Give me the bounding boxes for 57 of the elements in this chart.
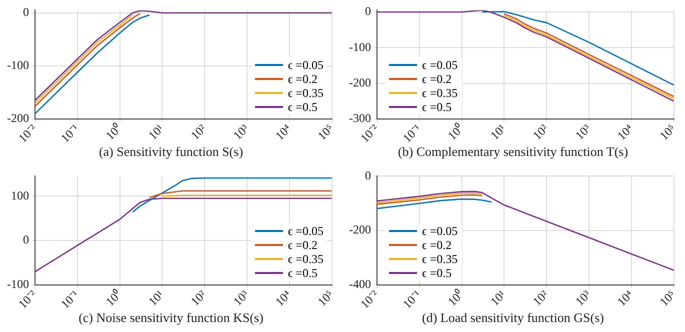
legend-label: ϵ =0.35 [422, 86, 458, 100]
y-tick-label: -200 [348, 75, 371, 90]
y-tick-label: 0 [364, 4, 371, 18]
text: (a) Sensitivity function S(s) [98, 144, 244, 160]
legend-label: ϵ =0.5 [422, 100, 452, 114]
x-tick-label: 10³ [230, 121, 252, 142]
y-tick-label: 0 [22, 232, 29, 247]
x-tick-label: 10¹ [488, 121, 509, 142]
x-tick-label: 10⁰ [444, 288, 466, 309]
x-tick-label: 10⁻¹ [58, 121, 82, 146]
legend-label: ϵ =0.05 [422, 224, 458, 238]
x-tick-label: 10³ [230, 287, 252, 308]
legend-label: ϵ =0.2 [288, 238, 318, 252]
y-tick-label: 0 [22, 5, 29, 20]
legend-label: ϵ =0.05 [288, 58, 324, 72]
legend-label: ϵ =0.2 [422, 238, 452, 252]
x-tick-label: 10⁰ [102, 288, 124, 309]
x-tick-label: 10⁴ [614, 122, 636, 143]
x-tick-label: 10⁰ [444, 122, 466, 143]
x-tick-label: 10⁻¹ [58, 287, 82, 312]
x-tick-label: 10² [188, 121, 210, 142]
x-tick-label: 10¹ [146, 121, 167, 142]
y-tick-label: 100 [10, 188, 29, 202]
legend-label: ϵ =0.35 [288, 86, 324, 100]
y-tick-label: 0 [364, 168, 371, 182]
text: (d) Load sensitivity function GS(s) [421, 310, 605, 326]
x-tick-label: 10¹ [146, 287, 167, 308]
y-tick-label: -100 [6, 58, 29, 72]
x-tick-label: 10⁻¹ [400, 287, 424, 312]
x-tick-label: 10¹ [488, 287, 509, 308]
legend-label: ϵ =0.35 [288, 252, 324, 266]
text: (b) Complementary sensitivity function T(s) [396, 144, 630, 160]
legend-label: ϵ =0.2 [422, 72, 452, 86]
x-tick-label: 10³ [572, 121, 594, 142]
x-tick-label: 10² [530, 287, 552, 308]
x-tick-label: 10³ [572, 287, 594, 308]
legend-label: ϵ =0.5 [288, 100, 318, 114]
x-tick-label: 10⁵ [656, 288, 678, 309]
legend-label: ϵ =0.5 [288, 266, 318, 280]
legend-label: ϵ =0.05 [422, 58, 458, 72]
x-tick-label: 10⁴ [272, 288, 294, 309]
y-tick-label: -100 [348, 40, 371, 54]
x-tick-label: 10⁴ [614, 288, 636, 309]
x-tick-label: 10⁻¹ [400, 121, 424, 146]
x-tick-label: 10² [188, 287, 210, 308]
x-tick-label: 10⁵ [314, 288, 336, 309]
legend-label: ϵ =0.2 [288, 72, 318, 86]
legend-label: ϵ =0.35 [422, 252, 458, 266]
x-tick-label: 10⁴ [272, 122, 294, 143]
legend-label: ϵ =0.05 [288, 224, 324, 238]
x-tick-label: 10⁵ [314, 122, 336, 143]
y-tick-label: -200 [348, 222, 371, 237]
x-tick-label: 10² [530, 121, 552, 142]
text: (c) Noise sensitivity function KS(s) [78, 310, 264, 326]
x-tick-label: 10⁵ [656, 122, 678, 143]
x-tick-label: 10⁰ [102, 122, 124, 143]
legend-label: ϵ =0.5 [422, 266, 452, 280]
